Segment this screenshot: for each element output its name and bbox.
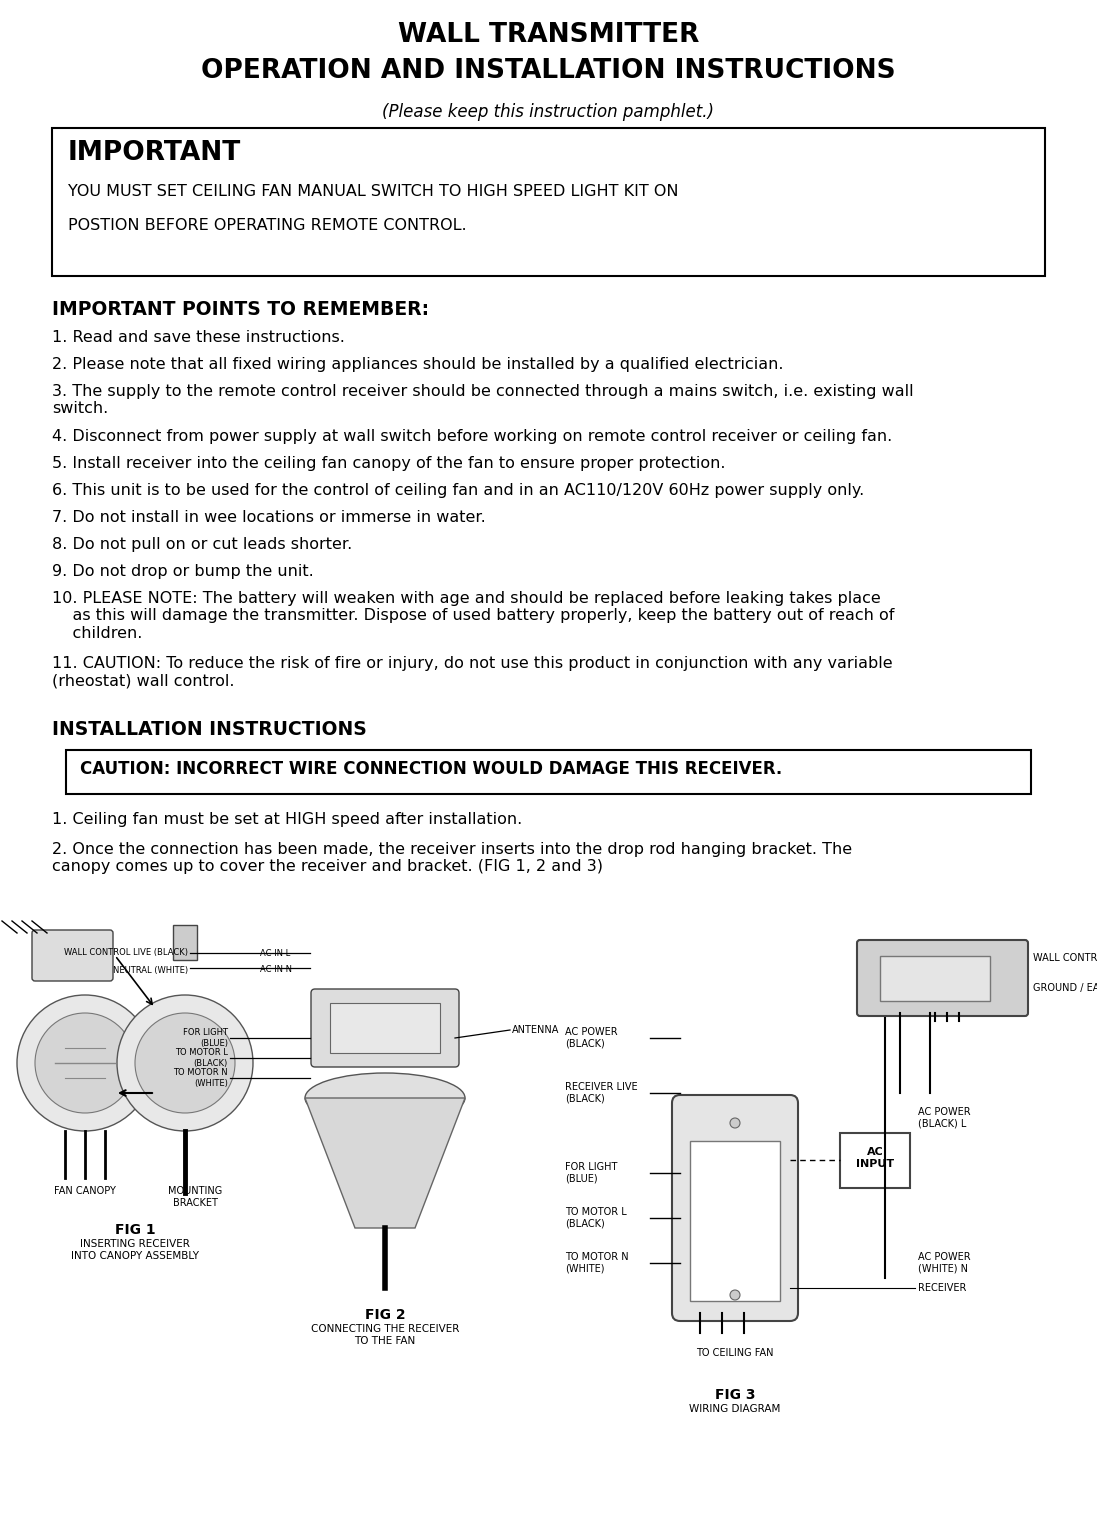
Text: WALL CONTROL LIVE (BLACK): WALL CONTROL LIVE (BLACK) [64,948,188,958]
Text: RECEIVER: RECEIVER [918,1283,966,1294]
Circle shape [35,1012,135,1113]
Circle shape [730,1119,740,1128]
Text: GROUND / EARTH: GROUND / EARTH [1033,983,1097,993]
Text: AC POWER
(BLACK) L: AC POWER (BLACK) L [918,1107,971,1129]
Text: 2. Please note that all fixed wiring appliances should be installed by a qualifi: 2. Please note that all fixed wiring app… [52,357,783,372]
FancyBboxPatch shape [32,930,113,980]
Text: 1. Read and save these instructions.: 1. Read and save these instructions. [52,330,344,345]
FancyBboxPatch shape [173,926,197,961]
Polygon shape [305,1097,465,1228]
Text: WALL TRANSMITTER: WALL TRANSMITTER [398,21,699,49]
Text: FAN CANOPY: FAN CANOPY [54,1186,116,1196]
Text: POSTION BEFORE OPERATING REMOTE CONTROL.: POSTION BEFORE OPERATING REMOTE CONTROL. [68,217,466,233]
Text: 10. PLEASE NOTE: The battery will weaken with age and should be replaced before : 10. PLEASE NOTE: The battery will weaken… [52,591,894,641]
Text: AC IN L: AC IN L [260,948,291,958]
FancyBboxPatch shape [840,1132,911,1189]
Text: 11. CAUTION: To reduce the risk of fire or injury, do not use this product in co: 11. CAUTION: To reduce the risk of fire … [52,657,893,689]
FancyBboxPatch shape [312,990,459,1067]
Text: 4. Disconnect from power supply at wall switch before working on remote control : 4. Disconnect from power supply at wall … [52,429,892,444]
Text: 8. Do not pull on or cut leads shorter.: 8. Do not pull on or cut leads shorter. [52,537,352,552]
Text: 1. Ceiling fan must be set at HIGH speed after installation.: 1. Ceiling fan must be set at HIGH speed… [52,812,522,827]
FancyBboxPatch shape [672,1094,798,1321]
Text: 2. Once the connection has been made, the receiver inserts into the drop rod han: 2. Once the connection has been made, th… [52,842,852,874]
Circle shape [117,996,253,1131]
Text: 7. Do not install in wee locations or immerse in water.: 7. Do not install in wee locations or im… [52,511,486,524]
Text: TO MOTOR L
(BLACK): TO MOTOR L (BLACK) [565,1207,626,1228]
Text: MOUNTING
BRACKET: MOUNTING BRACKET [168,1186,222,1207]
Text: FIG 1: FIG 1 [115,1224,156,1237]
FancyBboxPatch shape [330,1003,440,1053]
Text: 5. Install receiver into the ceiling fan canopy of the fan to ensure proper prot: 5. Install receiver into the ceiling fan… [52,456,725,471]
Text: IMPORTANT POINTS TO REMEMBER:: IMPORTANT POINTS TO REMEMBER: [52,299,429,319]
FancyBboxPatch shape [857,939,1028,1015]
Text: FIG 3: FIG 3 [715,1388,755,1401]
Text: CAUTION: INCORRECT WIRE CONNECTION WOULD DAMAGE THIS RECEIVER.: CAUTION: INCORRECT WIRE CONNECTION WOULD… [80,760,782,778]
Text: TO MOTOR N
(WHITE): TO MOTOR N (WHITE) [173,1069,228,1088]
Text: TO MOTOR L
(BLACK): TO MOTOR L (BLACK) [176,1049,228,1067]
Text: IMPORTANT: IMPORTANT [68,140,241,166]
Text: CONNECTING THE RECEIVER: CONNECTING THE RECEIVER [310,1324,460,1335]
Text: (Please keep this instruction pamphlet.): (Please keep this instruction pamphlet.) [383,103,714,122]
Text: INTO CANOPY ASSEMBLY: INTO CANOPY ASSEMBLY [71,1251,199,1262]
Circle shape [135,1012,235,1113]
Text: FOR LIGHT
(BLUE): FOR LIGHT (BLUE) [183,1029,228,1047]
Text: RECEIVER LIVE
(BLACK): RECEIVER LIVE (BLACK) [565,1082,637,1104]
Text: OPERATION AND INSTALLATION INSTRUCTIONS: OPERATION AND INSTALLATION INSTRUCTIONS [201,58,896,84]
Text: TO CEILING FAN: TO CEILING FAN [697,1348,773,1357]
Text: FIG 2: FIG 2 [364,1309,405,1322]
Text: TO THE FAN: TO THE FAN [354,1336,416,1347]
Text: AC POWER
(BLACK): AC POWER (BLACK) [565,1028,618,1049]
Text: AC POWER
(WHITE) N: AC POWER (WHITE) N [918,1252,971,1274]
Ellipse shape [305,1073,465,1123]
Text: 3. The supply to the remote control receiver should be connected through a mains: 3. The supply to the remote control rece… [52,385,914,416]
Text: NEUTRAL (WHITE): NEUTRAL (WHITE) [113,965,188,974]
Circle shape [730,1290,740,1300]
Text: TO MOTOR N
(WHITE): TO MOTOR N (WHITE) [565,1252,629,1274]
Text: INSERTING RECEIVER: INSERTING RECEIVER [80,1239,190,1249]
FancyBboxPatch shape [880,956,989,1002]
Text: WIRING DIAGRAM: WIRING DIAGRAM [689,1404,781,1414]
Text: 6. This unit is to be used for the control of ceiling fan and in an AC110/120V 6: 6. This unit is to be used for the contr… [52,483,864,499]
Text: FOR LIGHT
(BLUE): FOR LIGHT (BLUE) [565,1163,618,1184]
FancyBboxPatch shape [52,128,1045,277]
FancyBboxPatch shape [690,1142,780,1301]
Text: AC
INPUT: AC INPUT [856,1148,894,1169]
Text: WALL CONTROL: WALL CONTROL [1033,953,1097,964]
Text: YOU MUST SET CEILING FAN MANUAL SWITCH TO HIGH SPEED LIGHT KIT ON: YOU MUST SET CEILING FAN MANUAL SWITCH T… [68,184,679,199]
Text: INSTALLATION INSTRUCTIONS: INSTALLATION INSTRUCTIONS [52,720,366,739]
Circle shape [16,996,152,1131]
Text: AC IN N: AC IN N [260,965,292,974]
Text: ANTENNA: ANTENNA [512,1024,559,1035]
Text: 9. Do not drop or bump the unit.: 9. Do not drop or bump the unit. [52,564,314,579]
FancyBboxPatch shape [66,749,1031,793]
